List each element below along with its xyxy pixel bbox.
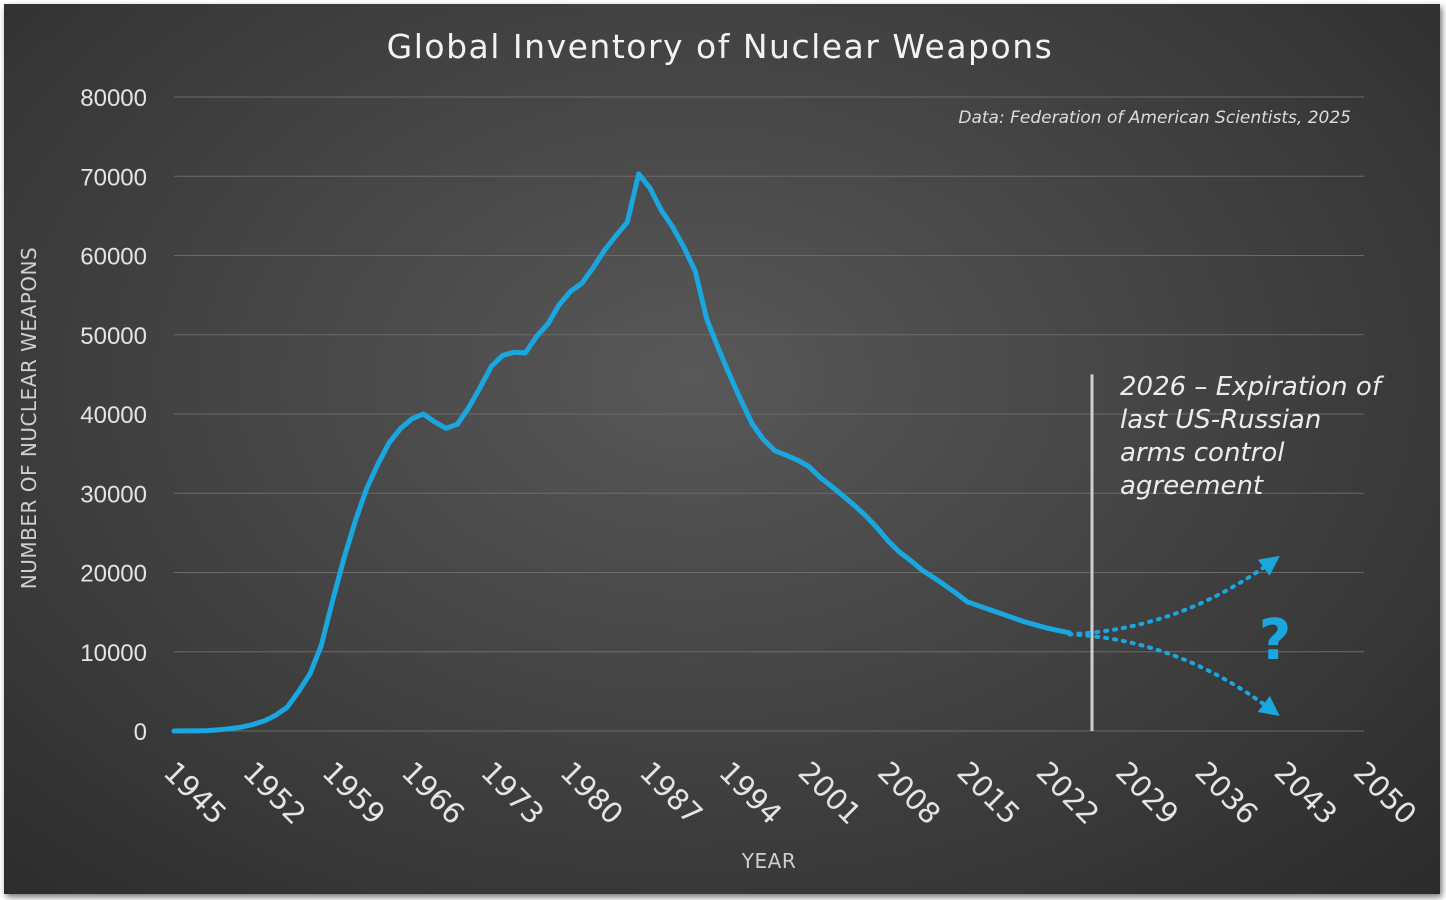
y-tick-label: 60000 bbox=[80, 244, 147, 271]
expiration-annotation: 2026 – Expiration of last US-Russian arm… bbox=[1120, 372, 1389, 501]
projection-upper-arrow bbox=[1067, 555, 1280, 637]
line-chart: Global Inventory of Nuclear Weapons Data… bbox=[17, 27, 1423, 873]
y-tick-label: 50000 bbox=[80, 323, 147, 350]
x-tick-label: 1966 bbox=[395, 755, 471, 831]
x-tick-label: 1987 bbox=[633, 755, 709, 831]
series-layer bbox=[171, 171, 1280, 734]
projection-lower-arrow bbox=[1067, 632, 1280, 717]
x-tick-label: 1945 bbox=[157, 755, 233, 831]
x-tick-label: 2015 bbox=[950, 755, 1026, 831]
y-tick-label: 70000 bbox=[80, 164, 147, 191]
x-tick-label: 1959 bbox=[316, 755, 392, 831]
x-axis-ticks: 1945 1952 1959 1966 1973 1980 1987 1994 2001 2008… bbox=[157, 755, 1423, 831]
x-tick-label: 2029 bbox=[1109, 755, 1185, 831]
x-tick-label: 1980 bbox=[554, 755, 630, 831]
x-tick-label: 1952 bbox=[236, 755, 312, 831]
x-tick-label: 2036 bbox=[1188, 755, 1264, 831]
annotation-line-4: agreement bbox=[1120, 471, 1264, 501]
data-source-note: Data: Federation of American Scientists,… bbox=[958, 108, 1351, 128]
y-tick-label: 0 bbox=[134, 719, 147, 746]
x-tick-label: 2043 bbox=[1268, 755, 1344, 831]
x-tick-label: 2001 bbox=[792, 755, 868, 831]
question-mark: ? bbox=[1259, 608, 1291, 673]
chart-frame: Global Inventory of Nuclear Weapons Data… bbox=[4, 4, 1440, 894]
x-tick-label: 1994 bbox=[712, 755, 788, 831]
annotation-line-2: last US-Russian bbox=[1120, 405, 1321, 435]
y-tick-label: 30000 bbox=[80, 481, 147, 508]
x-tick-label: 2022 bbox=[1030, 755, 1106, 831]
x-tick-label: 2008 bbox=[871, 755, 947, 831]
x-tick-label: 1973 bbox=[474, 755, 550, 831]
y-axis-label: NUMBER OF NUCLEAR WEAPONS bbox=[17, 247, 41, 589]
y-tick-label: 40000 bbox=[80, 402, 147, 429]
x-tick-label: 2050 bbox=[1347, 755, 1423, 831]
annotation-line-3: arms control bbox=[1120, 438, 1285, 468]
x-axis-label: YEAR bbox=[741, 849, 796, 873]
grid-lines bbox=[174, 96, 1364, 732]
annotation-line-1: 2026 – Expiration of bbox=[1120, 372, 1385, 402]
y-axis-ticks: 0 10000 20000 30000 40000 50000 60000 70000 8000… bbox=[80, 85, 147, 746]
chart-title: Global Inventory of Nuclear Weapons bbox=[387, 27, 1054, 66]
y-tick-label: 20000 bbox=[80, 561, 147, 588]
y-tick-label: 80000 bbox=[80, 85, 147, 112]
series-line-inventory bbox=[171, 171, 1072, 734]
y-tick-label: 10000 bbox=[80, 640, 147, 667]
